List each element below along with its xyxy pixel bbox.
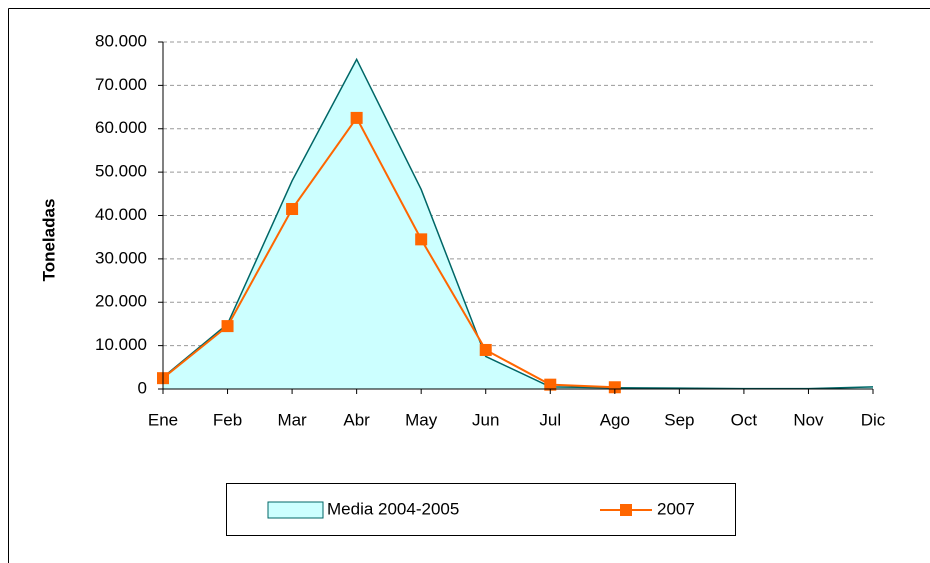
x-tick-label: Feb [213,410,242,429]
y-tick-label: 0 [138,378,147,397]
marker [479,343,492,356]
x-tick-label: Oct [731,410,758,429]
marker [350,111,363,124]
x-tick-label: Nov [793,410,824,429]
marker [415,233,428,246]
y-tick-label: 10.000 [95,335,147,354]
y-tick-label: 60.000 [95,118,147,137]
y-tick-label: 80.000 [95,31,147,50]
y-tick-label: 30.000 [95,248,147,267]
legend-swatch [267,501,324,519]
x-tick-label: Jun [472,410,499,429]
x-tick-label: May [405,410,438,429]
y-tick-label: 20.000 [95,292,147,311]
marker [608,381,621,394]
legend-marker [620,504,632,516]
line [162,116,615,389]
x-tick-label: Dic [861,410,886,429]
marker [286,202,299,215]
x-tick-label: Abr [343,410,370,429]
x-tick-label: Jul [539,410,561,429]
y-tick-label: 50.000 [95,162,147,181]
marker [221,320,234,333]
x-tick-label: Mar [277,410,307,429]
x-tick-label: Sep [664,410,694,429]
x-tick-label: Ago [600,410,630,429]
y-tick-label: 40.000 [95,205,147,224]
marker [544,378,557,391]
y-axis-label: Toneladas [39,199,58,282]
y-tick-label: 70.000 [95,75,147,94]
legend-label: 2007 [657,499,695,518]
x-tick-label: Ene [148,410,178,429]
legend-label: Media 2004-2005 [327,499,459,518]
